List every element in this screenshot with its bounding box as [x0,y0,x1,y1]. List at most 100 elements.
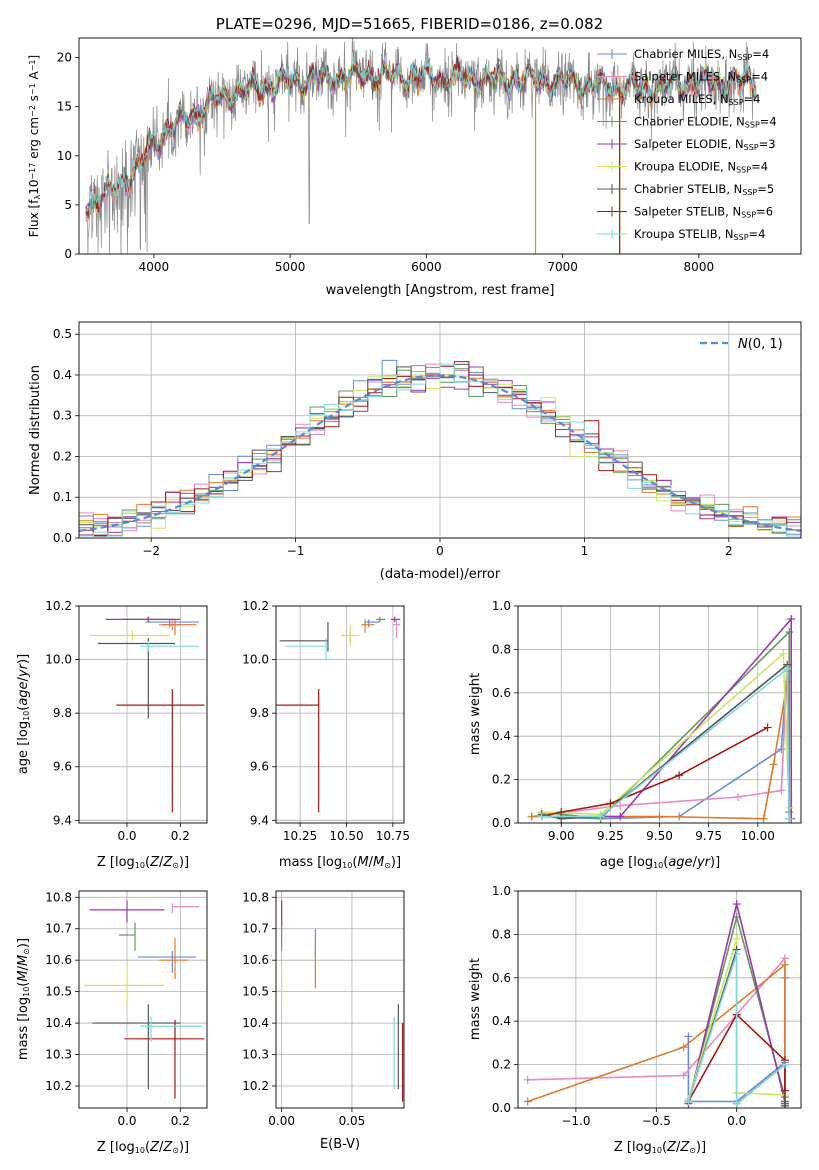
y-tick-label: 10.3 [45,1048,72,1062]
y-tick-label: 10.2 [45,1079,72,1093]
y-tick-label: 9.4 [53,813,72,827]
errorbar-kroupa_elodie [89,630,170,641]
series-chabrier_miles [537,667,792,823]
y-axis-label: age [log10(age/yr)] [16,654,31,774]
y-tick-label: 0.2 [53,449,72,463]
x-axis-label: age [log10(age/yr)] [600,855,720,870]
y-tick-label: 0.6 [492,686,511,700]
grid-age-vs-mass [276,606,404,823]
axes-frame [78,321,802,539]
normal-curve [79,374,801,532]
x-tick-label: 0.0 [117,829,136,843]
axes-frame [517,605,802,824]
y-tick-label: 0.4 [492,729,511,743]
spectrum-model-kroupa_stelib [85,56,757,216]
y-tick-label: 10.2 [242,599,269,613]
y-tick-label: 10.4 [45,1016,72,1030]
x-tick-label: 5000 [275,260,306,274]
axes-frame [275,890,405,1109]
x-tick-label: 9.75 [695,829,722,843]
y-axis-label: mass [log10(M/M⊙)] [16,938,31,1060]
x-tick-label: 10.25 [283,829,317,843]
x-tick-label: 0.0 [117,1114,136,1128]
x-tick-label: 10.50 [329,829,363,843]
y-tick-label: 15 [57,100,72,114]
y-tick-label: 9.4 [250,813,269,827]
y-tick-label: 9.8 [250,706,269,720]
axes-residuals: −2 −1 0 1 2 0.0 0.1 0.2 0.3 0.4 0.5 [53,321,802,558]
axes-weight-vs-age: 9.00 9.25 9.50 9.75 10.00 0.0 0.2 0.4 0.6 0.8 1.0 [492,599,802,843]
x-tick-label: 9.00 [548,829,575,843]
series-salpeter_elodie [537,615,796,823]
series-line [541,651,790,816]
x-tick-label: 1 [581,544,589,558]
errorbar-kroupa_elodie [84,966,165,1005]
x-axis-label: wavelength [Angstrom, rest frame] [326,283,555,298]
errorbar-kroupa_miles [161,619,197,636]
y-tick-label: 0.0 [492,816,511,830]
errorbar-kroupa_stelib [140,1016,202,1042]
series-kroupa_stelib [684,949,789,1108]
y-tick-label: 0.0 [53,531,72,545]
axes-mass-vs-Z: 0.0 0.2 10.2 10.3 10.4 10.5 10.6 10.7 10.8 [45,890,208,1128]
y-tick-label: 10.5 [45,985,72,999]
y-tick-label: 0.4 [53,368,72,382]
axes-frame [78,890,208,1109]
errorbar-salpeter_stelib [116,689,205,813]
y-tick-label: 0.3 [53,409,72,423]
errorbar-salpeter_miles [171,903,199,914]
x-tick-label: 8000 [684,260,715,274]
plot-area-spectrum [85,38,757,254]
errorbar-salpeter_stelib [276,689,320,813]
axes-age-vs-Z: 0.0 0.2 9.4 9.6 9.8 10.0 10.2 [45,599,208,843]
legend-label-salpeter_miles: Salpeter MILES, NSSP=4 [634,70,768,85]
x-axis-label: Z [log10(Z/Z⊙)] [97,1140,189,1155]
series-line [687,1013,786,1102]
y-tick-label: 10.0 [242,653,269,667]
plot-area-mass-vs-ebv [276,891,404,1108]
y-tick-label: 0 [64,247,72,261]
legend-label-chabrier_stelib: Chabrier STELIB, NSSP=5 [634,182,774,197]
y-tick-label: 10.6 [45,953,72,967]
series-line [541,667,790,819]
y-tick-label: 20 [57,51,72,65]
x-tick-label: 0.00 [268,1114,295,1128]
x-axis-label: Z [log10(Z/Z⊙)] [97,855,189,870]
plot-area-age-vs-mass [276,606,404,823]
legend-normal-label: N(0, 1) [738,337,783,352]
y-axis-label: mass weight [468,673,483,755]
y-tick-label: 0.2 [492,773,511,787]
axes-weight-vs-Z: −1.0 −0.5 0.0 0.0 0.2 0.4 0.6 0.8 1.0 [492,884,802,1128]
x-axis-label: Z [log10(Z/Z⊙)] [614,1140,706,1155]
y-tick-label: 10.2 [45,599,72,613]
errorbar-kroupa_stelib [285,638,327,660]
y-tick-label: 10.8 [242,890,269,904]
axes-frame [78,37,802,255]
x-tick-label: 2 [725,544,733,558]
x-tick-label: 10.75 [376,829,410,843]
x-tick-label: −1 [287,544,305,558]
errorbar-chabrier_miles [365,619,380,628]
legend-spectrum: Chabrier MILES, NSSP=4 Salpeter MILES, NS… [597,47,777,242]
errorbar-salpeter_elodie [89,900,165,923]
x-tick-label: 9.25 [597,829,624,843]
x-tick-label: 9.50 [646,829,673,843]
errorbar-salpeter_miles [392,619,401,639]
y-tick-label: 0.4 [492,1014,511,1028]
y-tick-label: 10.2 [242,1079,269,1093]
series-line [541,671,788,820]
axes-mass-vs-ebv: 0.00 0.05 10.2 10.3 10.4 10.5 10.6 10.7 10.8 [242,890,405,1128]
x-tick-label: 10.00 [741,829,775,843]
y-tick-label: 10.0 [45,653,72,667]
errorbar-kroupa_elodie [340,624,360,647]
y-tick-label: 0.5 [53,327,72,341]
series-line [687,953,786,1106]
y-tick-label: 9.8 [53,706,72,720]
x-axis-label: (data-model)/error [380,567,501,582]
grid-weight-vs-age [518,606,801,823]
grid-residuals [79,322,801,538]
y-tick-label: 1.0 [492,599,511,613]
series-chabrier_elodie [537,628,794,823]
y-axis-label: Normed distribution [28,365,43,495]
histogram-kroupa_elodie [79,374,801,537]
